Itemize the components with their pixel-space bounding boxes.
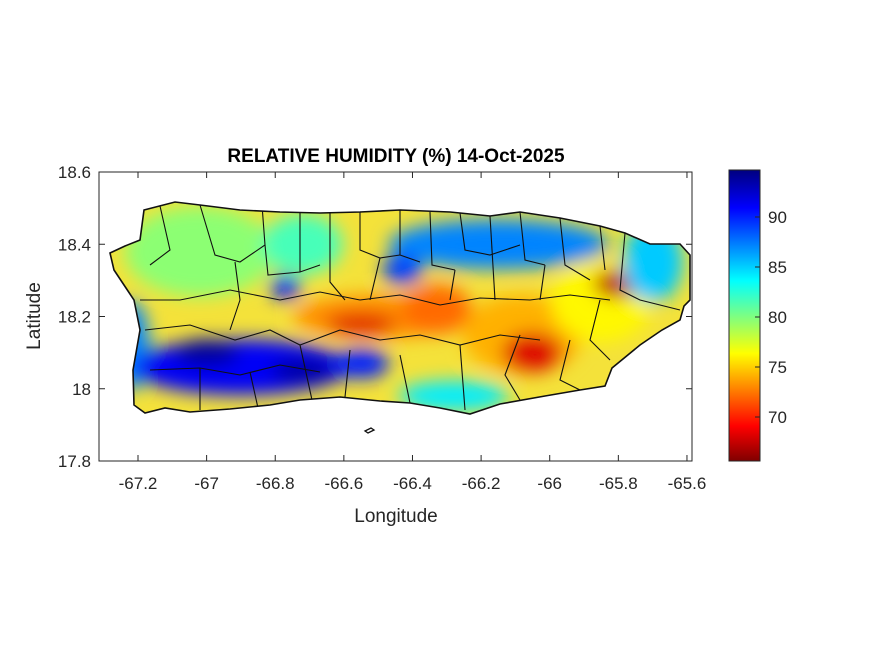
municipality-boundary — [264, 244, 321, 276]
x-tick-label: -66.4 — [393, 474, 432, 493]
municipality-boundary — [339, 329, 541, 346]
y-tick-label: 17.8 — [58, 452, 91, 471]
municipality-boundary — [144, 324, 341, 346]
humidity-region — [270, 275, 301, 300]
municipality-boundary — [559, 339, 581, 391]
humidity-region — [262, 214, 343, 275]
municipality-boundary — [399, 354, 411, 404]
municipality-boundary — [149, 364, 321, 376]
municipality-boundary — [369, 257, 381, 301]
municipality-boundary — [399, 210, 421, 263]
municipality-boundary — [504, 334, 521, 401]
municipality-boundaries — [140, 204, 681, 411]
island-caja-de-muertos — [363, 427, 376, 434]
humidity-region — [326, 313, 397, 334]
municipality-boundary — [149, 205, 171, 266]
humidity-region — [333, 348, 390, 379]
y-tick-label: 18.4 — [58, 235, 91, 254]
municipality-boundary — [140, 289, 361, 301]
x-tick-label: -66.8 — [256, 474, 295, 493]
municipality-boundary — [449, 269, 456, 301]
municipality-boundary — [359, 212, 401, 259]
small-islands — [363, 427, 376, 434]
municipality-boundary — [344, 349, 351, 398]
island-outline — [109, 201, 691, 415]
municipality-boundary — [359, 294, 611, 306]
municipality-boundary — [299, 344, 313, 401]
colorbar-tick-label: 85 — [768, 258, 787, 277]
y-tick-label: 18.6 — [58, 163, 91, 182]
chart-title: RELATIVE HUMIDITY (%) 14-Oct-2025 — [227, 146, 565, 167]
y-tick-label: 18 — [72, 380, 91, 399]
municipality-boundary — [559, 217, 591, 281]
municipality-boundary — [489, 215, 496, 301]
humidity-region — [382, 254, 423, 285]
municipality-boundary — [599, 225, 606, 271]
municipality-boundary — [619, 232, 681, 311]
municipality-boundary — [199, 204, 266, 263]
humidity-region — [270, 358, 335, 383]
colorbar-tick-label: 90 — [768, 208, 787, 227]
y-axis-label: Latitude — [24, 282, 45, 350]
colorbar-tick-label: 75 — [768, 358, 787, 377]
municipality-boundary — [229, 261, 241, 331]
municipality-boundary — [589, 299, 611, 361]
y-tick-label: 18.2 — [58, 308, 91, 327]
humidity-region — [401, 284, 472, 335]
x-tick-label: -67.2 — [119, 474, 158, 493]
humidity-region — [174, 338, 239, 367]
x-tick-label: -66.2 — [462, 474, 501, 493]
colorbar-tick-label: 80 — [768, 308, 787, 327]
municipality-boundary — [249, 371, 259, 409]
municipality-boundary — [539, 264, 546, 301]
humidity-region — [388, 219, 609, 270]
municipality-boundary — [429, 211, 456, 271]
municipality-boundary — [459, 212, 521, 256]
x-tick-label: -67 — [194, 474, 219, 493]
municipality-boundary — [329, 212, 346, 301]
x-tick-label: -65.6 — [668, 474, 707, 493]
x-tick-label: -66 — [537, 474, 562, 493]
x-tick-label: -65.8 — [599, 474, 638, 493]
municipality-boundary — [519, 211, 546, 266]
humidity-region — [124, 206, 275, 297]
x-tick-label: -66.6 — [324, 474, 363, 493]
colorbar — [728, 169, 761, 462]
colorbar-tick-label: 70 — [768, 408, 787, 427]
humidity-region — [398, 380, 509, 411]
municipality-boundary — [459, 344, 466, 411]
x-axis-label: Longitude — [354, 506, 437, 527]
